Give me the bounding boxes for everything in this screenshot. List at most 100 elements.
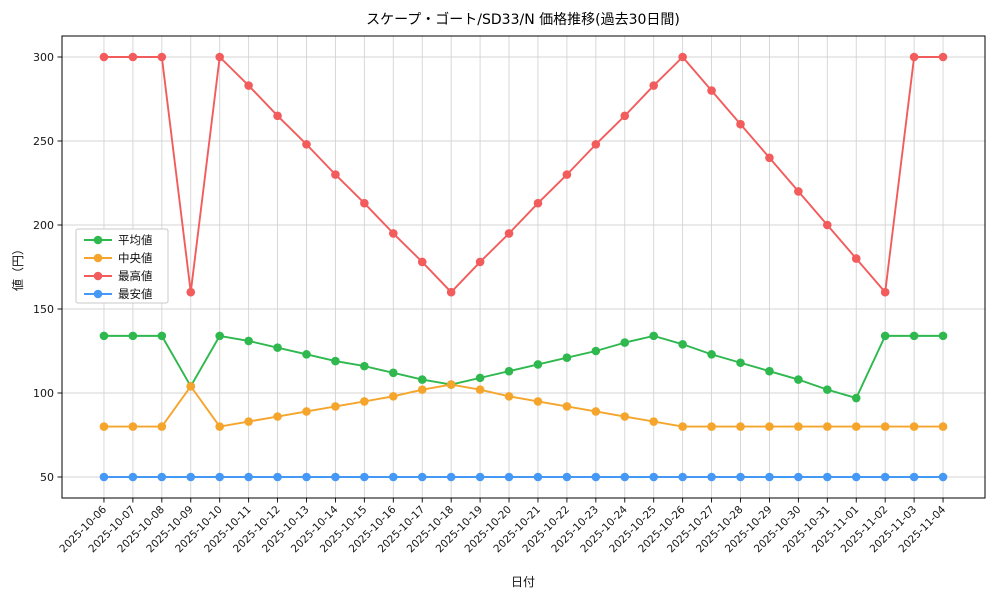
data-point-average bbox=[765, 366, 774, 376]
data-point-median bbox=[244, 417, 253, 426]
data-point-median bbox=[302, 407, 311, 416]
data-point-median bbox=[360, 397, 369, 406]
data-point-median bbox=[707, 422, 716, 431]
legend-label-median: 中央値 bbox=[118, 251, 153, 265]
data-point-average bbox=[215, 331, 224, 341]
legend-label-highest: 最高値 bbox=[118, 269, 153, 283]
data-point-lowest bbox=[388, 472, 398, 482]
data-point-median bbox=[273, 412, 282, 421]
data-point-average bbox=[475, 373, 485, 383]
plot-border bbox=[61, 35, 986, 499]
data-point-average bbox=[938, 331, 948, 341]
y-tick-label: 50 bbox=[40, 471, 54, 484]
data-point-highest bbox=[331, 170, 340, 179]
data-point-highest bbox=[707, 86, 716, 95]
chart-title: スケープ・ゴート/SD33/N 価格推移(過去30日間) bbox=[366, 11, 680, 28]
data-point-average bbox=[851, 393, 861, 403]
data-point-lowest bbox=[186, 472, 196, 482]
legend-marker-median bbox=[93, 253, 103, 263]
y-axis-label: 値（円） bbox=[10, 243, 25, 291]
data-point-highest bbox=[99, 52, 109, 62]
data-point-median bbox=[417, 385, 427, 394]
data-point-highest bbox=[880, 287, 890, 297]
data-point-average bbox=[504, 366, 514, 376]
y-tick-label: 250 bbox=[33, 135, 54, 148]
legend-marker-lowest bbox=[93, 289, 103, 299]
legend-item-median: 中央値 bbox=[84, 251, 153, 265]
data-point-average bbox=[417, 375, 427, 384]
data-point-highest bbox=[215, 52, 224, 62]
data-point-lowest bbox=[620, 472, 630, 482]
data-point-lowest bbox=[360, 472, 369, 482]
legend-item-lowest: 最安値 bbox=[84, 287, 153, 301]
data-point-average bbox=[533, 360, 543, 369]
data-point-highest bbox=[765, 153, 774, 163]
data-point-average bbox=[707, 350, 716, 359]
data-point-average bbox=[157, 331, 167, 341]
data-point-median bbox=[649, 417, 659, 426]
data-point-lowest bbox=[707, 472, 716, 482]
data-point-median bbox=[620, 412, 630, 421]
data-point-average bbox=[360, 361, 369, 371]
data-point-median bbox=[880, 422, 890, 431]
data-point-average bbox=[649, 331, 659, 341]
data-point-lowest bbox=[880, 472, 890, 482]
legend-label-average: 平均値 bbox=[118, 233, 153, 247]
data-point-highest bbox=[649, 81, 659, 90]
data-point-highest bbox=[128, 52, 138, 62]
data-point-median bbox=[678, 422, 687, 431]
data-point-median bbox=[331, 402, 340, 411]
data-point-lowest bbox=[504, 472, 514, 482]
data-point-median bbox=[591, 407, 601, 416]
data-point-lowest bbox=[475, 472, 485, 482]
data-point-average bbox=[244, 336, 253, 346]
data-point-highest bbox=[678, 52, 687, 62]
data-point-lowest bbox=[302, 472, 311, 482]
data-point-median bbox=[562, 402, 572, 411]
data-point-median bbox=[157, 422, 167, 431]
data-point-highest bbox=[938, 52, 948, 62]
data-point-median bbox=[938, 422, 948, 431]
data-point-lowest bbox=[909, 472, 919, 482]
data-point-median bbox=[736, 422, 745, 431]
data-point-lowest bbox=[331, 472, 340, 482]
data-point-lowest bbox=[99, 472, 109, 482]
data-point-median bbox=[794, 422, 803, 431]
data-point-median bbox=[215, 422, 224, 431]
data-point-average bbox=[273, 343, 282, 352]
data-point-lowest bbox=[533, 472, 543, 482]
data-point-lowest bbox=[446, 472, 456, 482]
data-point-highest bbox=[157, 52, 167, 62]
data-point-highest bbox=[823, 220, 832, 230]
y-tick-label: 100 bbox=[33, 387, 54, 400]
data-point-median bbox=[388, 392, 398, 401]
data-point-lowest bbox=[273, 472, 282, 482]
data-point-highest bbox=[851, 254, 861, 263]
data-point-lowest bbox=[851, 472, 861, 482]
data-point-lowest bbox=[736, 472, 745, 482]
data-point-median bbox=[128, 422, 138, 431]
data-point-lowest bbox=[562, 472, 572, 482]
data-point-lowest bbox=[215, 472, 224, 482]
data-point-average bbox=[591, 346, 601, 356]
series-line-highest bbox=[103, 56, 944, 294]
data-point-average bbox=[620, 338, 630, 347]
legend-label-lowest: 最安値 bbox=[118, 287, 153, 301]
data-point-median bbox=[533, 397, 543, 406]
data-point-average bbox=[794, 375, 803, 384]
data-point-highest bbox=[446, 287, 456, 297]
data-point-highest bbox=[736, 119, 745, 129]
series-line-median bbox=[103, 383, 944, 428]
data-point-highest bbox=[302, 140, 311, 149]
data-point-average bbox=[331, 356, 340, 366]
data-point-median bbox=[186, 381, 196, 391]
data-point-average bbox=[678, 339, 687, 349]
data-point-average bbox=[128, 331, 138, 341]
data-point-highest bbox=[273, 111, 282, 121]
data-point-average bbox=[823, 385, 832, 394]
y-tick-label: 300 bbox=[33, 51, 54, 64]
data-point-average bbox=[388, 368, 398, 378]
data-point-lowest bbox=[157, 472, 167, 482]
legend-item-average: 平均値 bbox=[84, 233, 153, 247]
